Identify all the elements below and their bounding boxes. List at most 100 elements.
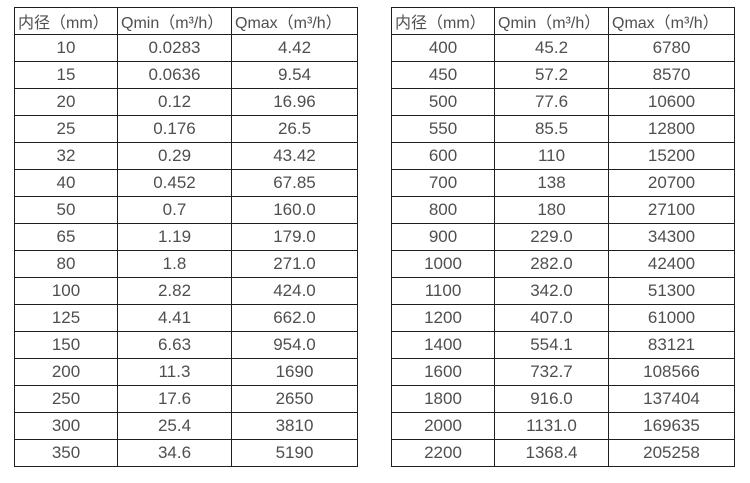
table-cell: 40	[14, 169, 118, 197]
table-row: 20 0.12 16.96	[14, 88, 358, 116]
table-cell: 138	[494, 169, 609, 197]
table-row: 1400 554.1 83121	[391, 331, 735, 359]
table-cell: 16.96	[231, 88, 358, 116]
table-cell: 20700	[608, 169, 735, 197]
table-row: 10 0.0283 4.42	[14, 34, 358, 62]
table-row: 25 0.176 26.5	[14, 115, 358, 143]
table-cell: 5190	[231, 439, 358, 467]
table-row: 400 45.2 6780	[391, 34, 735, 62]
table-cell: 0.176	[117, 115, 232, 143]
table-cell: 51300	[608, 277, 735, 305]
table-cell: 400	[391, 34, 495, 62]
table-cell: 4.42	[231, 34, 358, 62]
table-cell: 108566	[608, 358, 735, 386]
table-row: 125 4.41 662.0	[14, 304, 358, 332]
table-row: 100 2.82 424.0	[14, 277, 358, 305]
table-header-cell: Qmin（m³/h）	[117, 7, 232, 35]
table-row: 1100 342.0 51300	[391, 277, 735, 305]
table-cell: 1200	[391, 304, 495, 332]
table-header-cell: Qmin（m³/h）	[494, 7, 609, 35]
table-row: 150 6.63 954.0	[14, 331, 358, 359]
table-cell: 424.0	[231, 277, 358, 305]
table-row: 450 57.2 8570	[391, 61, 735, 89]
table-cell: 3810	[231, 412, 358, 440]
table-row: 800 180 27100	[391, 196, 735, 224]
table-row: 1200 407.0 61000	[391, 304, 735, 332]
table-row: 1000 282.0 42400	[391, 250, 735, 278]
table-cell: 0.12	[117, 88, 232, 116]
table-cell: 179.0	[231, 223, 358, 251]
table-cell: 407.0	[494, 304, 609, 332]
table-cell: 2000	[391, 412, 495, 440]
table-row: 900 229.0 34300	[391, 223, 735, 251]
table-cell: 916.0	[494, 385, 609, 413]
table-cell: 80	[14, 250, 118, 278]
table-header-cell: 内径（mm）	[14, 7, 118, 35]
table-header-row: 内径（mm） Qmin（m³/h） Qmax（m³/h）	[14, 7, 358, 35]
table-cell: 2.82	[117, 277, 232, 305]
page: 内径（mm） Qmin（m³/h） Qmax（m³/h） 10 0.0283 4.42 15…	[14, 7, 735, 467]
table-row: 2000 1131.0 169635	[391, 412, 735, 440]
table-cell: 50	[14, 196, 118, 224]
table-cell: 2200	[391, 439, 495, 467]
table-row: 250 17.6 2650	[14, 385, 358, 413]
table-cell: 205258	[608, 439, 735, 467]
table-cell: 10600	[608, 88, 735, 116]
table-cell: 900	[391, 223, 495, 251]
table-cell: 85.5	[494, 115, 609, 143]
table-cell: 700	[391, 169, 495, 197]
table-cell: 67.85	[231, 169, 358, 197]
table-cell: 6.63	[117, 331, 232, 359]
table-header-cell: 内径（mm）	[391, 7, 495, 35]
table-row: 2200 1368.4 205258	[391, 439, 735, 467]
table-cell: 300	[14, 412, 118, 440]
table-row: 32 0.29 43.42	[14, 142, 358, 170]
table-cell: 100	[14, 277, 118, 305]
table-cell: 8570	[608, 61, 735, 89]
table-cell: 6780	[608, 34, 735, 62]
table-cell: 34300	[608, 223, 735, 251]
table-cell: 1690	[231, 358, 358, 386]
flow-spec-table-right: 内径（mm） Qmin（m³/h） Qmax（m³/h） 400 45.2 6780 450…	[391, 7, 735, 467]
table-cell: 0.29	[117, 142, 232, 170]
table-cell: 954.0	[231, 331, 358, 359]
table-row: 40 0.452 67.85	[14, 169, 358, 197]
table-cell: 27100	[608, 196, 735, 224]
table-row: 300 25.4 3810	[14, 412, 358, 440]
table-cell: 17.6	[117, 385, 232, 413]
table-row: 600 110 15200	[391, 142, 735, 170]
table-cell: 1000	[391, 250, 495, 278]
table-cell: 0.7	[117, 196, 232, 224]
table-cell: 1.8	[117, 250, 232, 278]
table-cell: 350	[14, 439, 118, 467]
table-cell: 1600	[391, 358, 495, 386]
table-cell: 1368.4	[494, 439, 609, 467]
table-cell: 554.1	[494, 331, 609, 359]
table-cell: 282.0	[494, 250, 609, 278]
table-cell: 160.0	[231, 196, 358, 224]
table-cell: 25	[14, 115, 118, 143]
table-cell: 57.2	[494, 61, 609, 89]
table-cell: 83121	[608, 331, 735, 359]
table-cell: 15	[14, 61, 118, 89]
table-cell: 125	[14, 304, 118, 332]
table-row: 50 0.7 160.0	[14, 196, 358, 224]
table-cell: 1131.0	[494, 412, 609, 440]
table-row: 15 0.0636 9.54	[14, 61, 358, 89]
table-row: 500 77.6 10600	[391, 88, 735, 116]
table-cell: 1100	[391, 277, 495, 305]
table-cell: 9.54	[231, 61, 358, 89]
table-cell: 550	[391, 115, 495, 143]
table-cell: 0.0636	[117, 61, 232, 89]
table-cell: 65	[14, 223, 118, 251]
table-cell: 662.0	[231, 304, 358, 332]
table-cell: 20	[14, 88, 118, 116]
table-cell: 11.3	[117, 358, 232, 386]
table-cell: 32	[14, 142, 118, 170]
table-header-cell: Qmax（m³/h）	[231, 7, 358, 35]
table-cell: 600	[391, 142, 495, 170]
table-cell: 77.6	[494, 88, 609, 116]
table-cell: 1400	[391, 331, 495, 359]
table-row: 700 138 20700	[391, 169, 735, 197]
table-row: 200 11.3 1690	[14, 358, 358, 386]
